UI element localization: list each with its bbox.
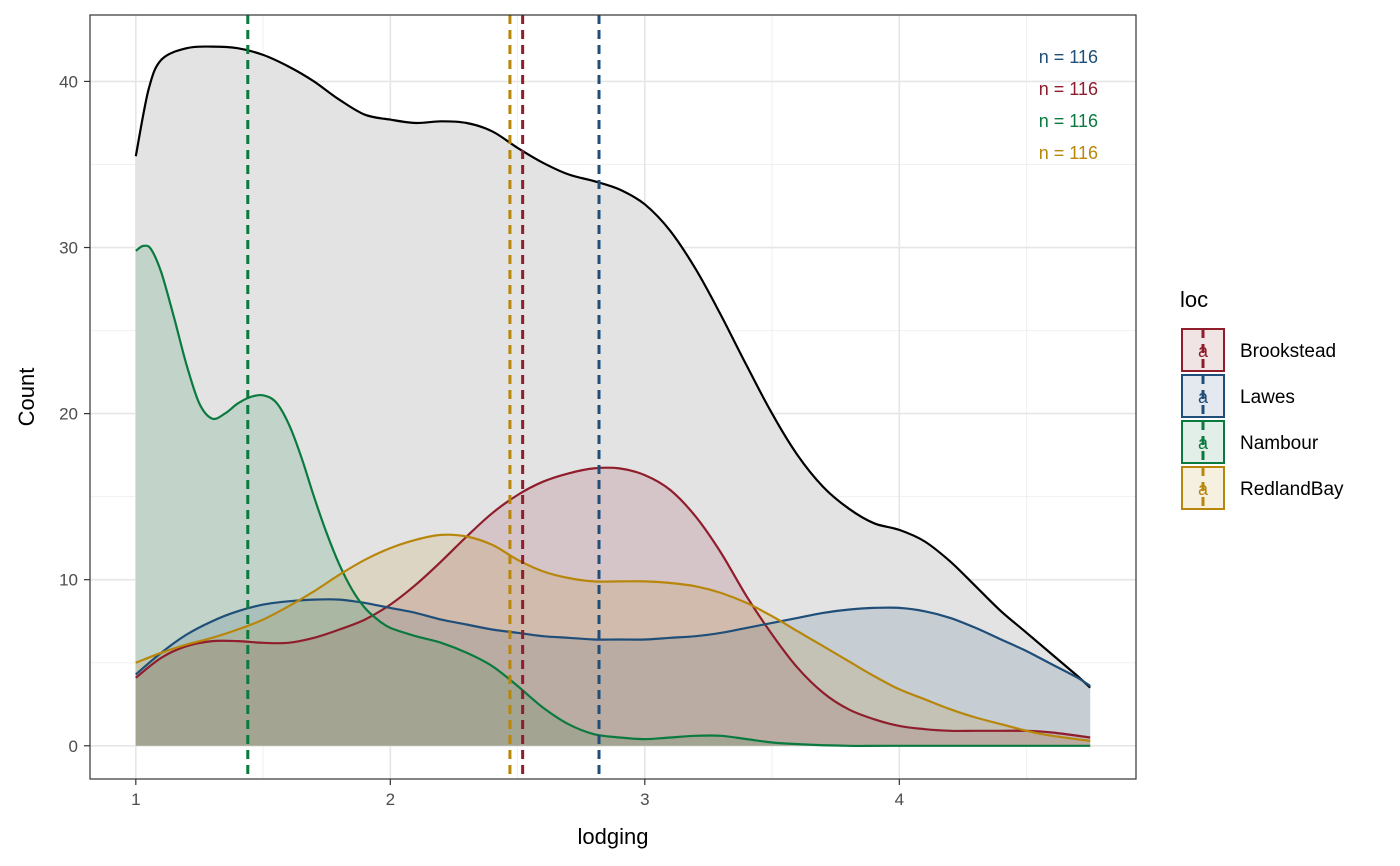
legend-swatch-letter: a — [1198, 387, 1209, 407]
density-curve-nambour — [135, 244, 1091, 748]
y-tick-label: 0 — [69, 737, 78, 756]
density-areas — [135, 46, 1091, 746]
density-area-brookstead — [135, 467, 1091, 746]
density-area-nambour — [135, 245, 1091, 746]
legend-swatch-letter: a — [1198, 341, 1209, 361]
density-curve-lawes — [135, 598, 1091, 687]
legend-key-brookstead: a — [1181, 328, 1225, 372]
legend-label-redlandbay: RedlandBay — [1240, 479, 1344, 500]
legend: loc a Brookstead a Lawes a Nambour a RedlandBay — [1180, 287, 1344, 510]
n-label-lawes: n = 116 — [1039, 47, 1098, 67]
n-label-nambour: n = 116 — [1039, 111, 1098, 131]
x-tick-label: 2 — [386, 790, 395, 809]
x-axis-title: lodging — [578, 824, 649, 849]
n-annotations: n = 116 n = 116 n = 116 n = 116 — [1039, 47, 1098, 163]
legend-label-brookstead: Brookstead — [1240, 341, 1336, 362]
x-axis: 1 2 3 4 — [131, 779, 904, 809]
legend-title: loc — [1180, 287, 1208, 312]
legend-swatch-letter: a — [1198, 433, 1209, 453]
density-curve-brookstead — [135, 466, 1091, 739]
y-axis: 0 10 20 30 40 — [59, 72, 90, 756]
x-tick-label: 3 — [640, 790, 649, 809]
y-tick-label: 10 — [59, 571, 78, 590]
n-label-redlandbay: n = 116 — [1039, 143, 1098, 163]
y-tick-label: 40 — [59, 72, 78, 91]
x-tick-label: 1 — [131, 790, 140, 809]
y-tick-label: 30 — [59, 239, 78, 258]
n-label-brookstead: n = 116 — [1039, 79, 1098, 99]
legend-key-redlandbay: a — [1181, 466, 1225, 510]
x-tick-label: 4 — [895, 790, 904, 809]
legend-swatch-letter: a — [1198, 479, 1209, 499]
legend-label-nambour: Nambour — [1240, 433, 1319, 454]
density-curves — [134, 45, 1091, 748]
legend-label-lawes: Lawes — [1240, 387, 1295, 408]
y-tick-label: 20 — [59, 405, 78, 424]
mean-lines — [246, 15, 601, 779]
y-axis-title: Count — [14, 368, 39, 427]
legend-key-nambour: a — [1181, 420, 1225, 464]
total-density-curve — [134, 45, 1091, 689]
total-density-area — [135, 46, 1091, 746]
legend-key-lawes: a — [1181, 374, 1225, 418]
plot-border — [89, 14, 1137, 780]
density-area-lawes — [135, 599, 1091, 746]
density-curve-redlandbay — [135, 533, 1091, 742]
